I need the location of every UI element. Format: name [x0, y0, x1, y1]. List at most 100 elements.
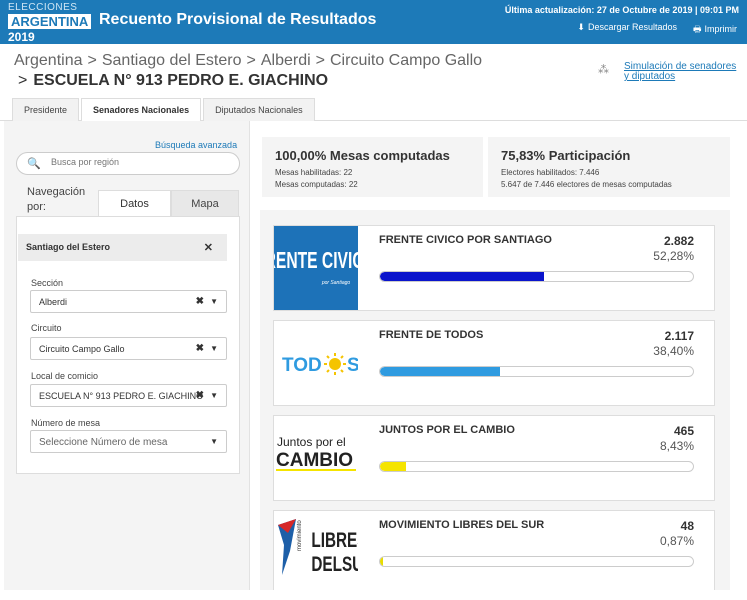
electores-computados: 5.647 de 7.446 electores de mesas comput… — [501, 180, 672, 189]
sidebar: Búsqueda avanzada 🔍 Navegación por: Dato… — [4, 121, 250, 590]
party-percent: 38,40% — [653, 344, 694, 358]
result-card: FRENTE CIVICO por Santiago FRENTE CIVICO… — [255, 225, 715, 311]
tab-senadores[interactable]: Senadores Nacionales — [81, 98, 202, 121]
progress-bar — [379, 271, 694, 282]
clear-icon[interactable]: ✖ — [195, 296, 204, 307]
participation-stats: 75,83% Participación Electores habilitad… — [488, 137, 730, 197]
party-votes: 2.882 — [663, 234, 694, 248]
chevron-down-icon[interactable]: ▼ — [210, 344, 218, 353]
filter-label-circuito: Circuito — [31, 323, 62, 333]
sun-icon — [329, 358, 341, 370]
chip-label: Santiago del Estero — [26, 242, 111, 252]
mesa-value: Seleccione Número de mesa — [39, 437, 168, 448]
electores-habilitados: Electores habilitados: 7.446 — [501, 168, 600, 177]
party-percent: 8,43% — [659, 439, 694, 453]
tab-mapa[interactable]: Mapa — [171, 190, 239, 217]
page-title: > ESCUELA N° 913 PEDRO E. GIACHINO — [18, 72, 328, 90]
download-icon: ⬇ — [577, 22, 585, 32]
search-box[interactable]: 🔍 — [16, 152, 240, 175]
tabs-divider — [0, 120, 747, 121]
party-votes: 48 — [680, 519, 694, 533]
download-label: Descargar Resultados — [587, 22, 677, 32]
elecciones-logo[interactable]: ELECCIONES ARGENTINA 2019 — [8, 2, 92, 44]
result-card: TOD S FRENTE DE TODOS 2.117 38,40% — [273, 320, 715, 406]
party-name: FRENTE DE TODOS — [379, 329, 484, 341]
participation-title: 75,83% Participación — [501, 148, 631, 163]
top-header: ELECCIONES ARGENTINA 2019 Recuento Provi… — [0, 0, 747, 44]
logo-line-2: ARGENTINA — [8, 14, 92, 29]
party-logo: FRENTE CIVICO por Santiago — [255, 226, 376, 310]
breadcrumb-separator: > — [18, 72, 28, 89]
advanced-search-link[interactable]: Búsqueda avanzada — [155, 140, 238, 150]
chevron-down-icon[interactable]: ▼ — [210, 437, 218, 446]
party-logo: TOD S — [274, 321, 360, 405]
breadcrumb-separator: > — [315, 52, 325, 69]
chevron-down-icon[interactable]: ▼ — [210, 391, 218, 400]
party-votes: 2.117 — [664, 329, 694, 343]
filter-label-seccion: Sección — [31, 278, 64, 288]
simulation-link-label: Simulación de senadores y diputados — [624, 61, 737, 82]
circuito-value: Circuito Campo Gallo — [39, 344, 125, 354]
local-select[interactable]: ESCUELA N° 913 PEDRO E. GIACHINO ✖ ▼ — [30, 384, 227, 407]
svg-text:TOD: TOD — [282, 355, 322, 376]
mesas-computadas: Mesas computadas: 22 — [275, 180, 358, 189]
seccion-value: Alberdi — [39, 297, 68, 307]
clear-icon[interactable]: ✖ — [195, 343, 204, 354]
search-input[interactable] — [51, 157, 231, 167]
category-tabs: Presidente Senadores Nacionales Diputado… — [12, 98, 317, 121]
breadcrumb: Argentina > Santiago del Estero > Alberdi > Ci… — [14, 52, 482, 70]
print-link[interactable]: 🖶 Imprimir — [693, 22, 737, 38]
party-name: JUNTOS POR EL CAMBIO — [379, 424, 515, 436]
navigation-label: Navegación por: — [27, 186, 86, 213]
breadcrumb-item-santiago[interactable]: Santiago del Estero — [101, 52, 242, 69]
mesa-select[interactable]: Seleccione Número de mesa ▼ — [30, 430, 227, 453]
clear-icon[interactable]: ✖ — [195, 390, 204, 401]
current-location: ESCUELA N° 913 PEDRO E. GIACHINO — [33, 72, 329, 89]
selected-district-chip: Santiago del Estero ✕ — [18, 234, 227, 261]
breadcrumb-item-argentina[interactable]: Argentina — [14, 52, 83, 69]
close-icon[interactable]: ✕ — [203, 242, 213, 254]
svg-text:S: S — [347, 355, 358, 376]
party-name: MOVIMIENTO LIBRES DEL SUR — [379, 519, 545, 531]
breadcrumb-item-circuito[interactable]: Circuito Campo Gallo — [330, 52, 483, 69]
breadcrumb-separator: > — [246, 52, 256, 69]
filter-label-mesa: Número de mesa — [31, 418, 101, 428]
svg-text:por Santiago: por Santiago — [321, 280, 351, 286]
seats-icon: ⁂ — [598, 64, 609, 76]
party-percent: 52,28% — [653, 249, 694, 263]
logo-text: Juntos por el — [277, 435, 346, 449]
progress-bar — [379, 461, 694, 472]
tab-presidente[interactable]: Presidente — [12, 98, 80, 121]
progress-fill — [380, 462, 407, 471]
todos-logo-icon: TOD S — [282, 353, 360, 376]
app-title: Recuento Provisional de Resultados — [99, 11, 377, 28]
filter-label-local: Local de comicio — [31, 371, 99, 381]
progress-bar — [379, 366, 694, 377]
tab-datos[interactable]: Datos — [98, 190, 171, 217]
logo-text: CAMBIO — [276, 450, 353, 471]
juntos-logo-icon: Juntos por el CAMBIO — [276, 435, 356, 471]
tab-diputados[interactable]: Diputados Nacionales — [203, 98, 315, 121]
last-update: Última actualización: 27 de Octubre de 2… — [504, 5, 739, 15]
logo-text: FRENTE CIVICO — [274, 248, 358, 274]
download-results-link[interactable]: ⬇ Descargar Resultados — [577, 22, 677, 38]
party-votes: 465 — [673, 424, 694, 438]
progress-fill — [380, 557, 384, 566]
mesas-computadas-title: 100,00% Mesas computadas — [275, 148, 450, 163]
breadcrumb-item-alberdi[interactable]: Alberdi — [260, 52, 311, 69]
logo-text: movimiento — [297, 520, 303, 551]
search-icon: 🔍 — [27, 158, 41, 170]
seccion-select[interactable]: Alberdi ✖ ▼ — [30, 290, 227, 313]
result-card: Juntos por el CAMBIO JUNTOS POR EL CAMBI… — [273, 415, 715, 501]
chevron-down-icon[interactable]: ▼ — [210, 297, 218, 306]
local-value: ESCUELA N° 913 PEDRO E. GIACHINO — [39, 391, 204, 401]
circuito-select[interactable]: Circuito Campo Gallo ✖ ▼ — [30, 337, 227, 360]
mesas-habilitadas: Mesas habilitadas: 22 — [275, 168, 353, 177]
breadcrumb-separator: > — [87, 52, 97, 69]
simulation-link[interactable]: ⁂ Simulación de senadores y diputados — [598, 62, 743, 82]
print-label: Imprimir — [704, 24, 738, 34]
frente-civico-logo-icon: FRENTE CIVICO por Santiago — [255, 248, 376, 286]
